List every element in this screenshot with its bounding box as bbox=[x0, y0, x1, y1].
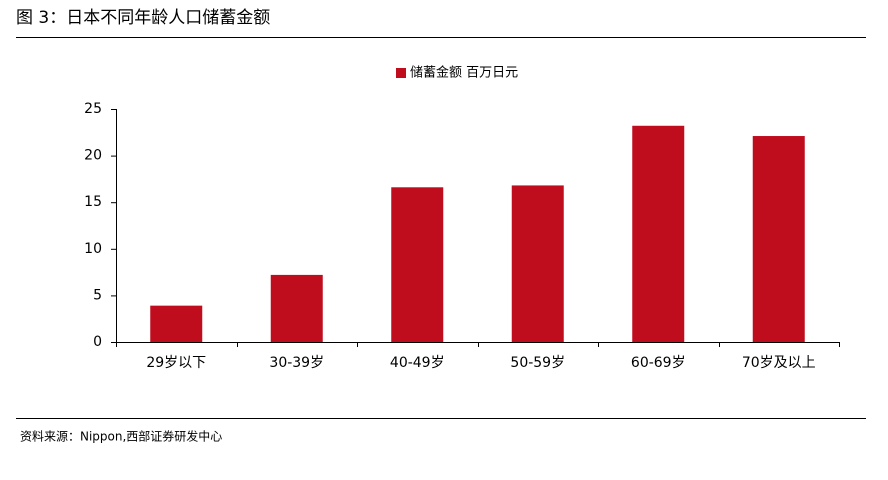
y-tick-label: 20 bbox=[84, 148, 102, 164]
bar bbox=[270, 274, 323, 342]
legend-swatch bbox=[396, 68, 406, 78]
bar bbox=[150, 305, 203, 342]
x-tick-label: 50-59岁 bbox=[510, 355, 565, 371]
y-tick-label: 0 bbox=[93, 334, 102, 350]
chart-title: 图 3：日本不同年龄人口储蓄金额 bbox=[16, 8, 270, 28]
y-tick-label: 5 bbox=[93, 287, 102, 303]
x-tick-label: 29岁以下 bbox=[146, 355, 206, 371]
y-tick-label: 25 bbox=[84, 101, 102, 117]
bar bbox=[391, 187, 444, 342]
bar bbox=[752, 136, 805, 342]
x-tick-label: 60-69岁 bbox=[631, 355, 686, 371]
source-note: 资料来源：Nippon,西部证券研发中心 bbox=[20, 429, 222, 444]
legend-label: 储蓄金额 百万日元 bbox=[410, 65, 518, 81]
y-tick-label: 10 bbox=[84, 241, 102, 257]
x-tick-label: 40-49岁 bbox=[390, 355, 445, 371]
bar bbox=[511, 185, 564, 342]
x-tick-label: 30-39岁 bbox=[269, 355, 324, 371]
x-tick-label: 70岁及以上 bbox=[742, 355, 816, 371]
bar bbox=[632, 125, 685, 342]
y-tick-label: 15 bbox=[84, 194, 102, 210]
